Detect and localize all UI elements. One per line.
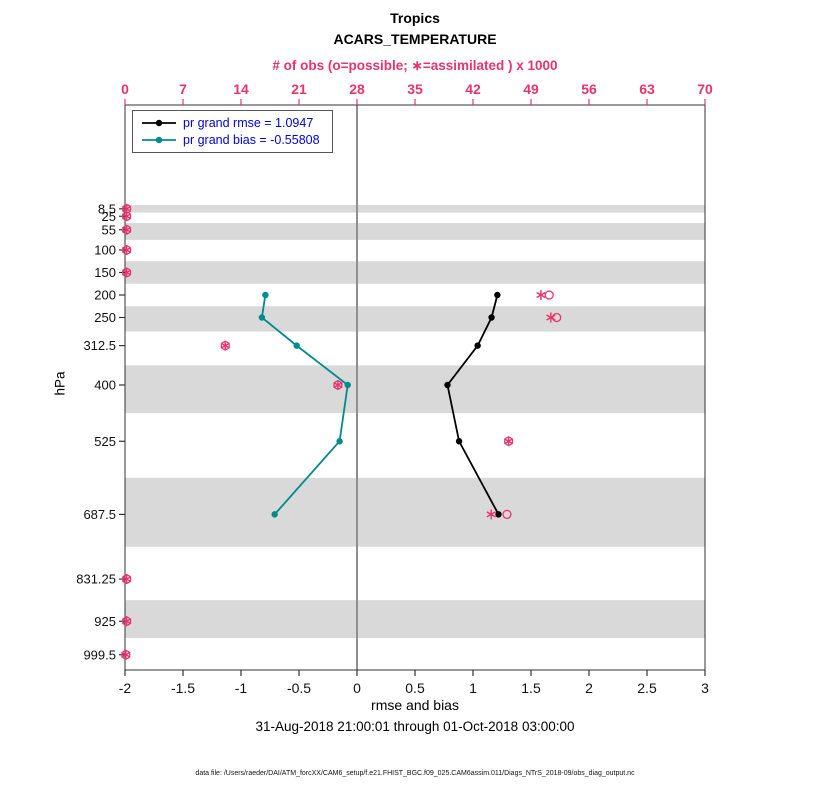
svg-text:525: 525 [94,434,116,449]
rmse-line [444,291,502,518]
svg-text:63: 63 [639,81,655,97]
svg-text:925: 925 [94,614,116,629]
plot-title-variable: ACARS_TEMPERATURE [333,31,497,47]
svg-text:-1.5: -1.5 [171,680,195,696]
top-axis-ticks: 0 7 14 21 28 35 42 49 56 63 70 [121,81,713,105]
svg-text:687.5: 687.5 [83,507,116,522]
svg-text:200: 200 [94,288,116,303]
svg-text:35: 35 [407,81,423,97]
svg-text:55: 55 [102,222,116,237]
svg-text:0.5: 0.5 [405,680,425,696]
rmse-line-sample [142,119,176,127]
x-axis-label: rmse and bias [371,697,459,713]
legend: pr grand rmse = 1.0947 pr grand bias = -… [132,110,333,153]
svg-text:28: 28 [349,81,365,97]
legend-label-bias: pr grand bias = -0.55808 [183,133,320,147]
svg-text:-0.5: -0.5 [287,680,311,696]
obs-markers [121,203,562,660]
legend-label-rmse: pr grand rmse = 1.0947 [183,116,314,130]
svg-text:2.5: 2.5 [637,680,657,696]
svg-text:0: 0 [353,680,361,696]
top-axis-label: # of obs (o=possible; ∗=assimilated ) x … [272,58,558,73]
svg-text:400: 400 [94,378,116,393]
svg-text:150: 150 [94,265,116,280]
svg-text:49: 49 [523,81,539,97]
svg-text:100: 100 [94,243,116,258]
plot-title-region: Tropics [390,10,440,26]
date-range-label: 31-Aug-2018 21:00:01 through 01-Oct-2018… [255,719,575,734]
svg-text:8.5: 8.5 [98,201,116,216]
svg-text:831.25: 831.25 [76,572,116,587]
svg-text:1: 1 [469,680,477,696]
x-axis-ticks: -2 -1.5 -1 -0.5 0 0.5 1 1.5 2 2.5 3 [119,670,709,696]
svg-text:250: 250 [94,310,116,325]
legend-item-bias: pr grand bias = -0.55808 [141,133,320,147]
svg-text:-2: -2 [119,680,132,696]
bias-line [258,291,351,518]
svg-text:312.5: 312.5 [83,338,116,353]
svg-text:3: 3 [701,680,709,696]
pressure-bands [125,205,705,639]
svg-text:70: 70 [697,81,713,97]
svg-text:14: 14 [233,81,249,97]
svg-text:999.5: 999.5 [83,647,116,662]
svg-text:25: 25 [102,209,116,224]
svg-text:0: 0 [121,81,129,97]
data-file-path: data file: /Users/raeder/DAI/ATM_forcXX/… [195,770,635,777]
bias-line-sample [142,136,176,144]
svg-text:42: 42 [465,81,481,97]
svg-text:2: 2 [585,680,593,696]
svg-text:56: 56 [581,81,597,97]
svg-text:7: 7 [179,81,187,97]
svg-text:21: 21 [291,81,307,97]
svg-text:1.5: 1.5 [521,680,541,696]
svg-text:-1: -1 [235,680,248,696]
legend-item-rmse: pr grand rmse = 1.0947 [141,116,320,130]
